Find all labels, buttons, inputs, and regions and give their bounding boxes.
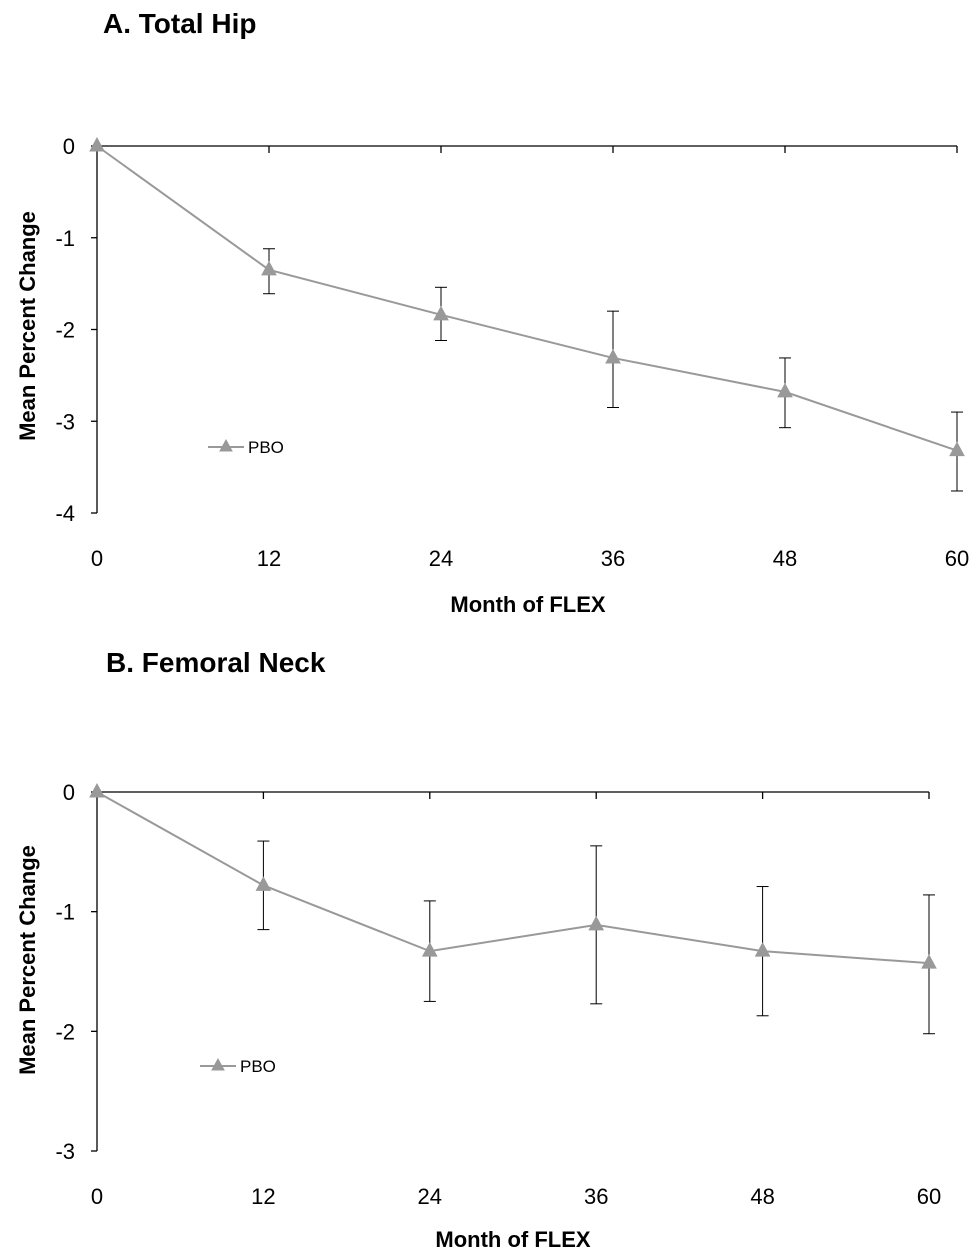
x-tick-label: 12	[257, 546, 281, 571]
panel-a-title: A. Total Hip	[103, 8, 256, 39]
panel-b-xlabel: Month of FLEX	[435, 1227, 591, 1252]
data-point-marker	[921, 954, 937, 969]
series-line-pbo	[96, 145, 958, 452]
data-point-marker	[89, 782, 105, 798]
panel-b-ylabel: Mean Percent Change	[15, 845, 40, 1075]
panel-a-xlabel: Month of FLEX	[450, 592, 606, 617]
x-tick-label: 24	[418, 1184, 442, 1209]
x-tick-label: 36	[584, 1184, 608, 1209]
data-point-marker	[421, 942, 438, 957]
panel-a-plot: 0 12 24 36 48 60 0 -1 -2 -3 -4 PBO	[55, 134, 969, 571]
data-point-marker	[89, 136, 105, 152]
x-tick-label: 0	[91, 546, 103, 571]
y-tick-label: -4	[55, 501, 75, 526]
panel-b: B. Femoral Neck Mean Percent Change Mont…	[15, 647, 941, 1252]
x-tick-label: 48	[750, 1184, 774, 1209]
legend-label: PBO	[248, 438, 284, 457]
panel-a: A. Total Hip Mean Percent Change Month o…	[15, 8, 969, 617]
x-tick-label: 60	[917, 1184, 941, 1209]
x-tick-label: 36	[601, 546, 625, 571]
x-tick-label: 24	[429, 546, 453, 571]
y-tick-label: -1	[55, 226, 75, 251]
legend-marker-icon	[219, 438, 233, 452]
data-point-marker	[777, 382, 793, 398]
data-point-marker	[588, 915, 605, 931]
x-tick-label: 48	[773, 546, 797, 571]
y-tick-label: -3	[55, 1139, 75, 1164]
y-tick-label: 0	[63, 780, 75, 805]
y-tick-label: -1	[55, 900, 75, 925]
panel-b-title: B. Femoral Neck	[106, 647, 326, 678]
legend-label: PBO	[240, 1057, 276, 1076]
series-line-pbo	[96, 791, 930, 965]
data-point-marker	[754, 942, 771, 957]
y-tick-label: 0	[63, 134, 75, 159]
y-tick-label: -2	[55, 1019, 75, 1044]
panel-a-ylabel: Mean Percent Change	[15, 211, 40, 441]
panel-b-plot: 0 12 24 36 48 60 0 -1 -2 -3 PBO	[55, 780, 941, 1209]
x-tick-label: 12	[251, 1184, 275, 1209]
legend-marker-icon	[211, 1057, 225, 1071]
data-point-marker	[261, 260, 277, 276]
x-tick-label: 60	[945, 546, 969, 571]
y-tick-label: -2	[55, 318, 75, 343]
data-point-marker	[433, 305, 449, 321]
data-point-marker	[255, 876, 272, 891]
y-tick-label: -3	[55, 409, 75, 434]
data-point-marker	[949, 441, 965, 457]
data-point-marker	[605, 348, 621, 364]
x-tick-label: 0	[91, 1184, 103, 1209]
